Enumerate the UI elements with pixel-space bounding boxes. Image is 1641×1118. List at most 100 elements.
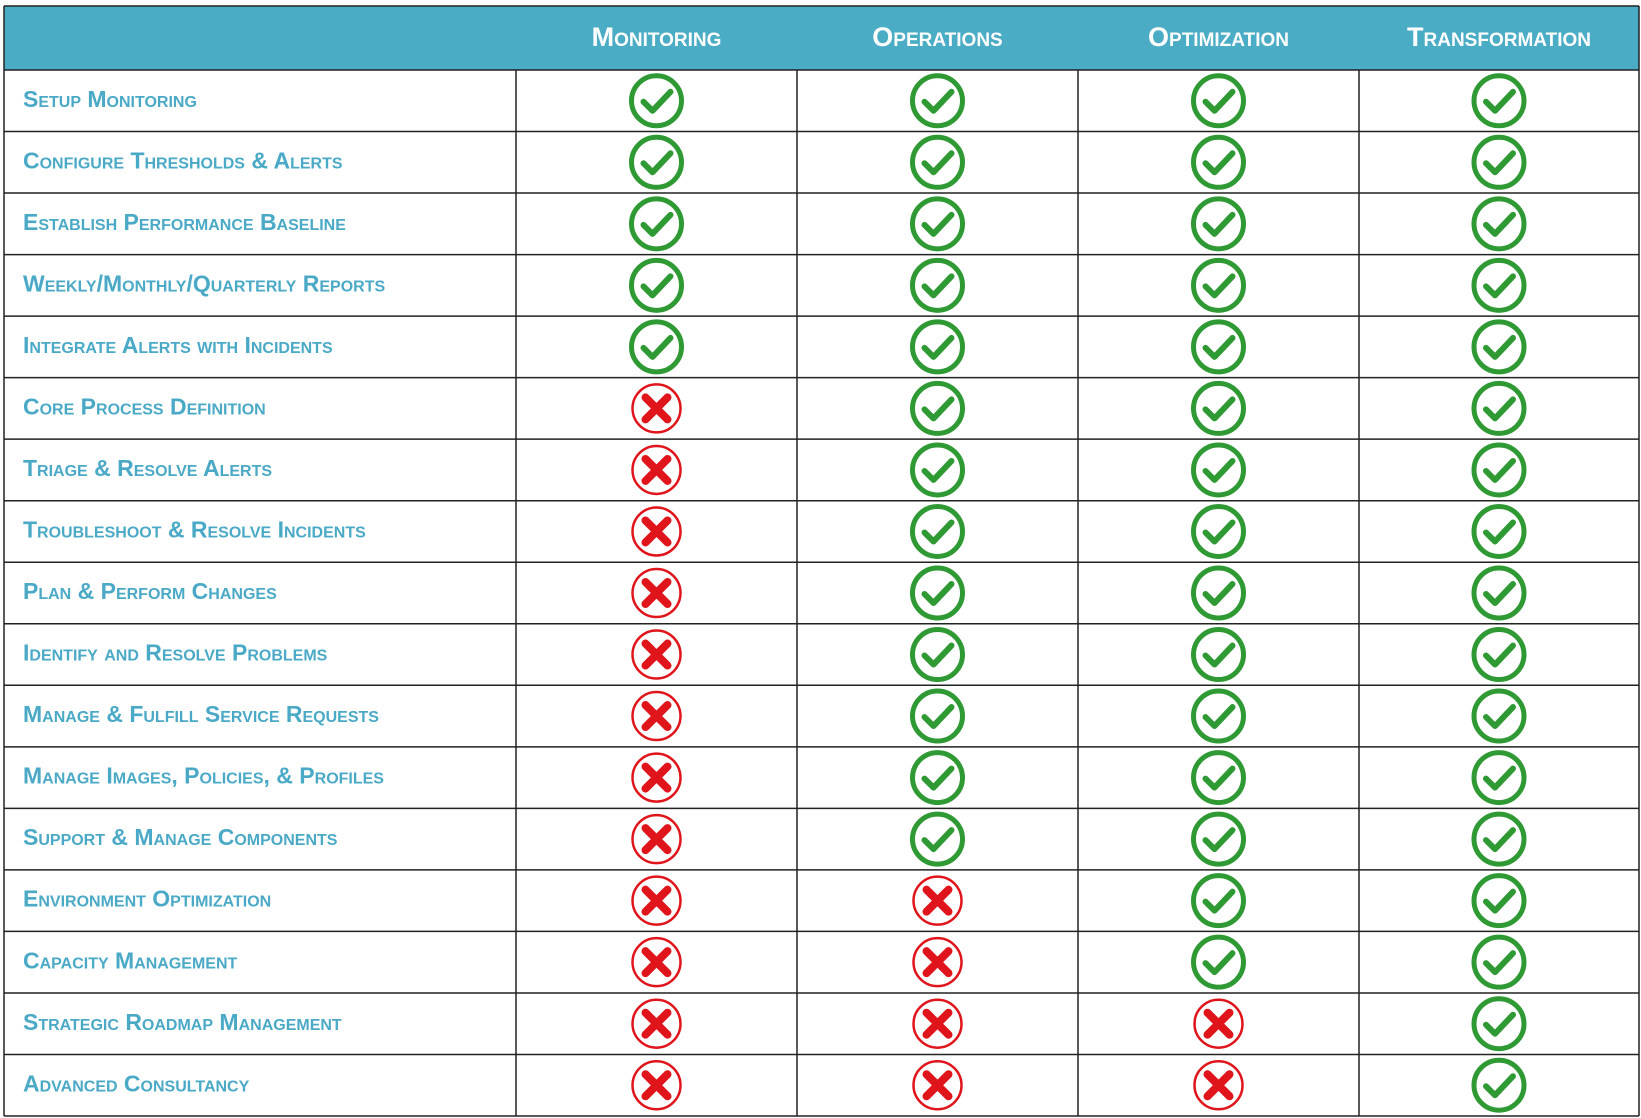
check-icon — [1191, 257, 1246, 313]
row-label: Establish Performance Baseline — [23, 209, 346, 235]
check-icon — [1471, 380, 1527, 436]
cross-icon — [631, 690, 682, 742]
check-icon — [629, 73, 684, 129]
check-mark — [1202, 150, 1236, 176]
check-circle — [910, 811, 965, 867]
check-mark — [1202, 704, 1236, 730]
check-circle — [1471, 627, 1527, 683]
check-icon — [1191, 934, 1246, 990]
cross-icon — [631, 998, 682, 1049]
check-mark — [1483, 1073, 1516, 1099]
check-icon — [1471, 565, 1527, 621]
check-mark — [640, 88, 674, 114]
check-mark — [1483, 150, 1516, 176]
check-icon — [1471, 134, 1527, 190]
cross-mark — [922, 947, 953, 978]
check-circle — [910, 319, 965, 375]
check-circle — [1191, 750, 1246, 806]
cross-icon — [631, 752, 682, 803]
check-icon — [910, 257, 965, 313]
column-header: Operations — [872, 22, 1002, 52]
cross-icon — [631, 567, 682, 619]
check-circle — [1191, 565, 1246, 621]
check-mark — [1483, 334, 1516, 360]
check-mark — [1483, 88, 1516, 114]
cross-icon — [912, 875, 963, 926]
check-icon — [1471, 750, 1527, 806]
check-circle — [910, 503, 965, 559]
check-circle — [1471, 1057, 1527, 1113]
check-circle — [1471, 503, 1527, 559]
check-circle — [1471, 319, 1527, 375]
check-icon — [1471, 442, 1527, 498]
row-label: Configure Thresholds & Alerts — [23, 147, 343, 173]
cross-mark — [641, 1070, 672, 1101]
check-circle — [910, 750, 965, 806]
check-mark — [640, 150, 674, 176]
cross-mark — [641, 454, 672, 485]
check-mark — [1483, 457, 1516, 483]
check-circle — [1471, 934, 1527, 990]
row-label: Core Process Definition — [23, 393, 266, 419]
check-mark — [1483, 1011, 1516, 1037]
check-circle — [910, 688, 965, 744]
check-icon — [1191, 873, 1246, 929]
check-mark — [1202, 211, 1236, 237]
check-icon — [629, 319, 684, 375]
row-label: Strategic Roadmap Management — [23, 1009, 342, 1035]
check-mark — [1202, 581, 1236, 606]
check-mark — [921, 396, 955, 422]
check-circle — [1191, 688, 1246, 744]
check-circle — [1471, 380, 1527, 436]
cross-mark — [641, 1008, 672, 1039]
check-icon — [1471, 811, 1527, 867]
check-icon — [1191, 73, 1246, 129]
check-icon — [1191, 442, 1246, 498]
check-icon — [1471, 934, 1527, 990]
check-circle — [629, 134, 684, 190]
check-icon — [910, 319, 965, 375]
check-circle — [1471, 996, 1527, 1052]
check-icon — [1471, 688, 1527, 744]
cross-icon — [631, 936, 682, 988]
check-icon — [910, 442, 965, 498]
check-circle — [1471, 196, 1527, 252]
cross-icon — [631, 1059, 682, 1111]
check-icon — [1191, 196, 1246, 252]
check-mark — [921, 150, 955, 176]
cross-mark — [922, 1070, 953, 1101]
column-header: Transformation — [1407, 22, 1591, 52]
check-mark — [640, 334, 674, 360]
check-circle — [1471, 257, 1527, 313]
check-circle — [1191, 73, 1246, 129]
check-mark — [1483, 765, 1516, 791]
cross-mark — [641, 393, 672, 424]
check-icon — [1471, 1057, 1527, 1113]
cross-icon — [912, 936, 963, 988]
check-circle — [910, 134, 965, 190]
check-mark — [921, 581, 955, 606]
check-icon — [629, 196, 684, 252]
row-label: Triage & Resolve Alerts — [23, 455, 272, 481]
check-circle — [910, 73, 965, 129]
row-label: Weekly/Monthly/Quarterly Reports — [23, 270, 385, 296]
check-icon — [910, 750, 965, 806]
check-mark — [1483, 211, 1516, 237]
cross-mark — [1203, 1008, 1234, 1039]
check-mark — [1483, 888, 1516, 914]
row-label: Setup Monitoring — [23, 86, 197, 112]
cross-icon — [631, 383, 682, 434]
check-mark — [921, 334, 955, 360]
check-mark — [921, 827, 955, 853]
check-mark — [1202, 827, 1236, 853]
check-icon — [1471, 996, 1527, 1052]
check-icon — [910, 627, 965, 683]
check-circle — [1191, 627, 1246, 683]
check-icon — [910, 73, 965, 129]
row-label: Troubleshoot & Resolve Incidents — [23, 517, 366, 543]
cross-mark — [641, 516, 672, 547]
cross-mark — [641, 578, 672, 608]
cross-icon — [631, 875, 682, 926]
check-icon — [1191, 319, 1246, 375]
check-icon — [1471, 627, 1527, 683]
